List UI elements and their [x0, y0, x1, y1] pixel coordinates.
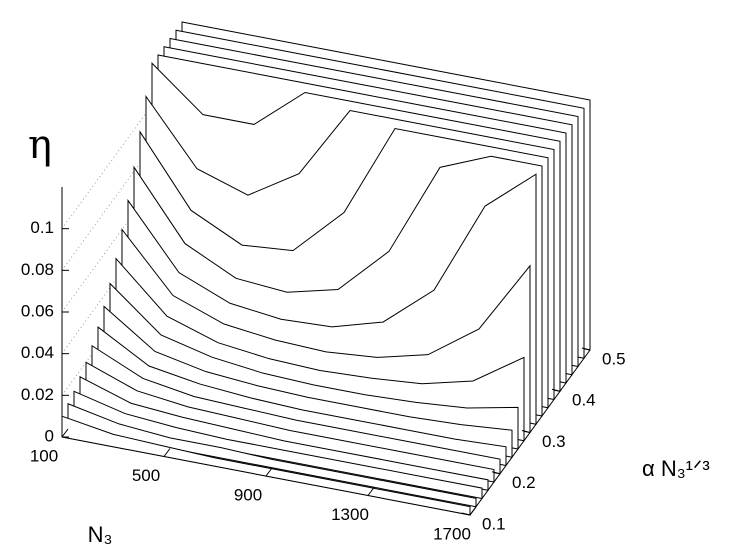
y-tick	[581, 347, 591, 351]
y-tick-label: 0.3	[542, 432, 566, 451]
y-tick-label: 0.2	[512, 473, 536, 492]
y-tick	[521, 430, 531, 433]
slice	[67, 403, 477, 508]
z-tick-label: 0.06	[21, 301, 54, 320]
slice	[61, 415, 471, 516]
z-tick-label: 0.08	[21, 260, 54, 279]
x-tick-label: 1300	[331, 505, 369, 524]
z-tick-label: 0	[45, 426, 54, 445]
x-tick-label: 1700	[433, 524, 471, 543]
x-tick	[265, 467, 273, 477]
y-tick	[551, 388, 561, 392]
x-tick-label: 900	[234, 485, 262, 504]
x-tick	[367, 487, 375, 496]
z-tick-label: 0.1	[30, 218, 54, 237]
y-axis-label: α N₃¹ᐟ³	[642, 456, 710, 481]
z-axis-label: η	[28, 122, 52, 168]
x-axis-label: N₃	[88, 522, 113, 547]
slice	[73, 390, 483, 500]
y-tick-label: 0.5	[602, 349, 626, 368]
x-tick-label: 100	[30, 446, 58, 465]
x-tick	[163, 448, 171, 457]
y-tick	[461, 512, 471, 516]
y-tick-label: 0.4	[572, 391, 596, 410]
z-tick-label: 0.04	[21, 343, 54, 362]
y-tick-label: 0.1	[482, 514, 506, 533]
y-tick	[491, 471, 501, 475]
x-tick	[61, 428, 69, 438]
x-tick	[469, 506, 477, 516]
z-tick-label: 0.02	[21, 385, 54, 404]
x-tick-label: 500	[132, 466, 160, 485]
